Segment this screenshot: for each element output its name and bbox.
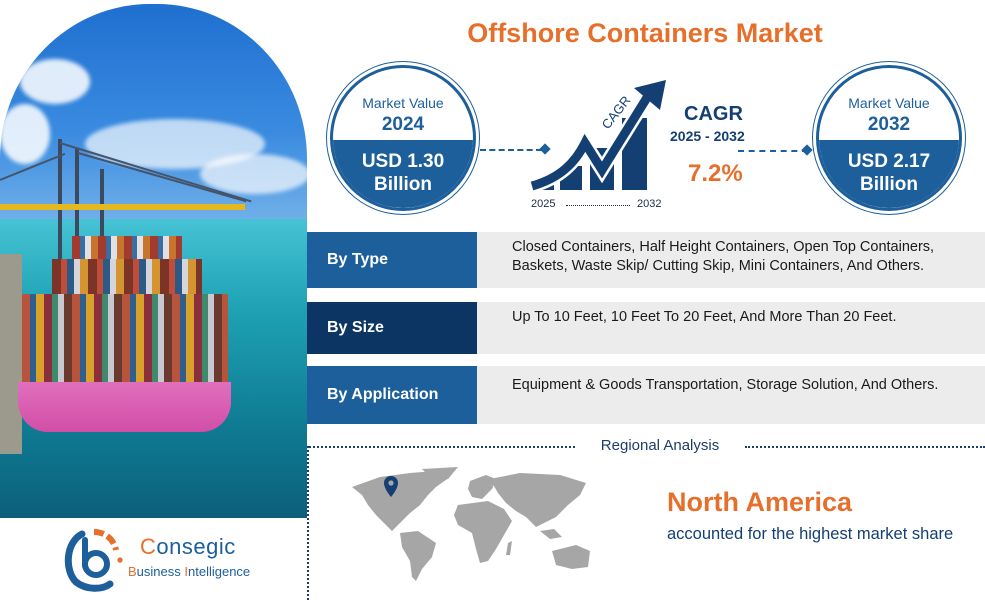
top-region-name: North America — [667, 487, 853, 517]
market-value-2024-badge: Market Value 2024 USD 1.30 Billion — [330, 65, 476, 211]
segment-key: By Type — [307, 232, 477, 288]
market-value-2032-badge: Market Value 2032 USD 2.17 Billion — [816, 65, 962, 211]
page-title: Offshore Containers Market — [467, 18, 823, 48]
ship-containers — [72, 236, 182, 262]
consegic-logo-mark-icon — [64, 528, 123, 592]
crane — [100, 169, 104, 269]
hero-photo-container-ship — [0, 4, 307, 518]
divider — [309, 446, 575, 448]
connector-line — [480, 149, 542, 151]
market-value-unit: Billion — [859, 174, 919, 195]
segment-by-type: By Type Closed Containers, Half Height C… — [307, 232, 985, 288]
market-value-unit: Billion — [373, 174, 433, 195]
dock — [0, 254, 22, 454]
market-value-year: 2032 — [867, 114, 911, 135]
cagr-growth-chart-icon: CAGR — [530, 80, 666, 193]
cagr-title: CAGR — [684, 103, 743, 125]
market-value-label: Market Value — [848, 95, 930, 111]
segment-key: By Size — [307, 302, 477, 354]
ship-containers — [22, 294, 228, 384]
axis-start-year: 2025 — [531, 198, 556, 210]
segment-key: By Application — [307, 366, 477, 424]
divider — [307, 446, 309, 600]
market-value-amount: USD 1.30 — [361, 151, 445, 173]
cloud — [0, 104, 50, 164]
logo-tagline: Business Intelligence — [128, 564, 251, 579]
cloud — [200, 154, 307, 194]
crane — [75, 149, 79, 274]
connector-diamond-icon — [801, 144, 813, 156]
segment-value: Closed Containers, Half Height Container… — [512, 239, 935, 274]
segment-by-application: By Application Equipment & Goods Transpo… — [307, 366, 985, 424]
cloud — [20, 59, 90, 104]
world-map-icon — [352, 467, 590, 581]
location-pin-icon — [384, 476, 398, 497]
market-value-amount: USD 2.17 — [847, 151, 931, 173]
divider — [745, 446, 985, 448]
consegic-logo: Consegic Business Intelligence — [62, 526, 282, 594]
segment-value: Equipment & Goods Transportation, Storag… — [512, 377, 939, 393]
regional-analysis-heading: Regional Analysis — [600, 437, 720, 454]
ship-hull — [18, 382, 231, 432]
market-value-year: 2024 — [381, 114, 425, 135]
segment-by-size: By Size Up To 10 Feet, 10 Feet To 20 Fee… — [307, 302, 985, 354]
segment-value: Up To 10 Feet, 10 Feet To 20 Feet, And M… — [512, 309, 897, 325]
ship-containers — [52, 259, 202, 299]
market-value-label: Market Value — [362, 95, 444, 111]
cagr-range: 2025 - 2032 — [670, 128, 745, 144]
logo-name: Consegic — [140, 534, 236, 559]
top-region-description: accounted for the highest market share — [667, 525, 954, 543]
crane-beam — [0, 204, 245, 210]
cagr-value: 7.2% — [688, 160, 743, 187]
connector-line — [738, 150, 808, 152]
axis-arrow — [566, 205, 630, 206]
axis-end-year: 2032 — [637, 198, 662, 210]
